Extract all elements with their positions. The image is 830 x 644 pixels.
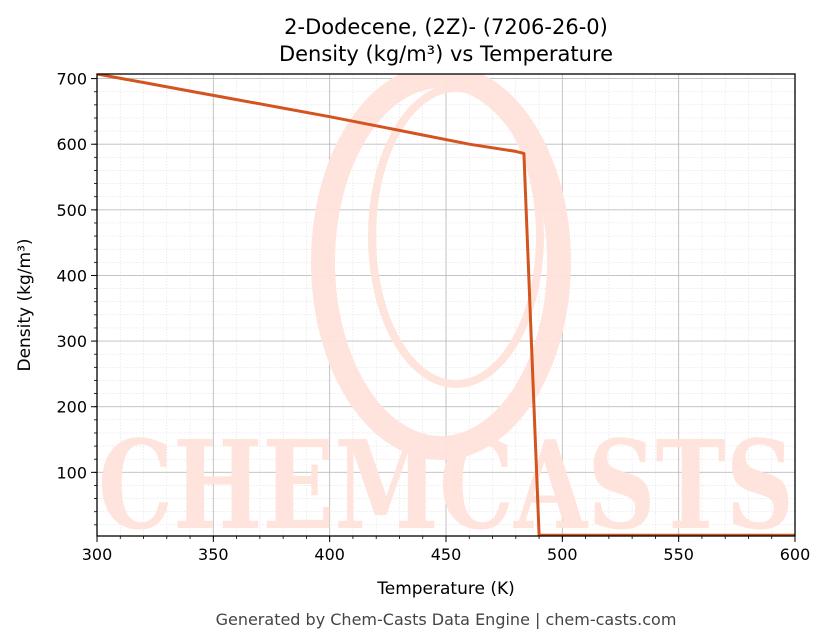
- y-tick-label: 500: [56, 201, 87, 220]
- y-tick-label: 300: [56, 332, 87, 351]
- y-tick-label: 200: [56, 398, 87, 417]
- y-tick-label: 600: [56, 135, 87, 154]
- x-tick-label: 400: [314, 545, 345, 564]
- x-tick-label: 350: [198, 545, 229, 564]
- x-tick-label: 450: [431, 545, 462, 564]
- chart-subtitle: Density (kg/m³) vs Temperature: [279, 42, 613, 66]
- x-tick-label: 600: [780, 545, 811, 564]
- x-tick-label: 500: [547, 545, 578, 564]
- y-tick-label: 700: [56, 70, 87, 89]
- watermark-logo: CHEMCASTS: [98, 74, 794, 557]
- chart-title: 2-Dodecene, (2Z)- (7206-26-0): [284, 15, 608, 39]
- y-tick-label: 400: [56, 266, 87, 285]
- x-tick-label: 300: [82, 545, 113, 564]
- x-axis: 300 350 400 450 500 550 600: [82, 536, 811, 564]
- footer-credit: Generated by Chem-Casts Data Engine | ch…: [216, 610, 677, 629]
- density-line: [97, 74, 795, 536]
- watermark-text: CHEMCASTS: [98, 413, 794, 557]
- y-axis-label: Density (kg/m³): [15, 238, 35, 371]
- y-tick-label: 100: [56, 463, 87, 482]
- x-axis-label: Temperature (K): [376, 579, 515, 599]
- y-axis: 100 200 300 400 500 600 700: [56, 70, 97, 526]
- x-tick-label: 550: [663, 545, 694, 564]
